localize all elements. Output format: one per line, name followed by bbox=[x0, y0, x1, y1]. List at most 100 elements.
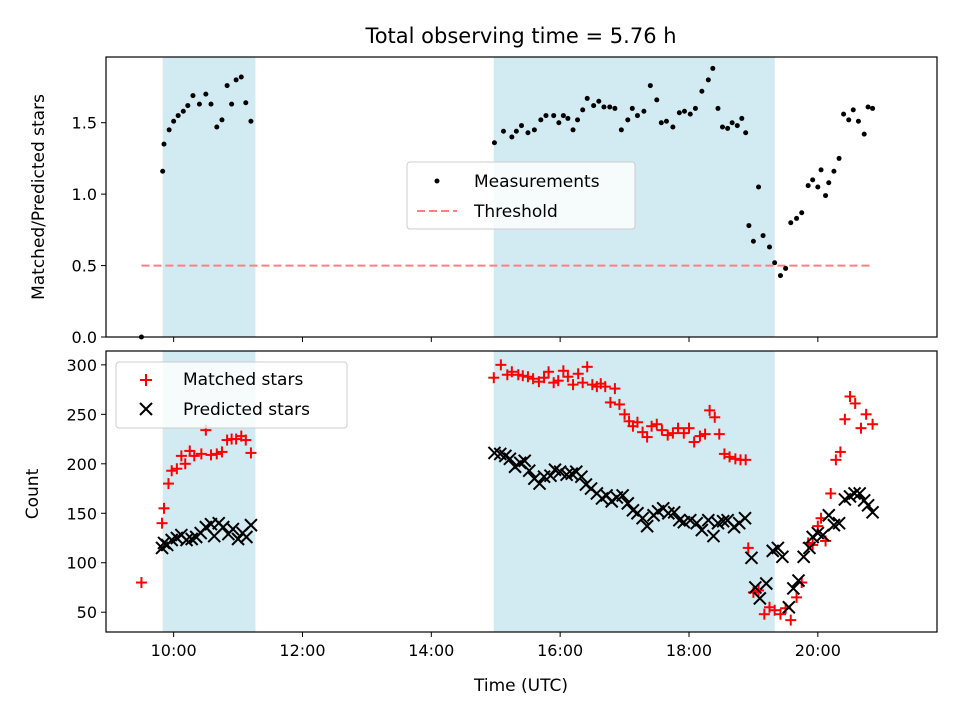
matched-star-point bbox=[488, 372, 500, 384]
predicted-star-point bbox=[559, 467, 574, 482]
predicted-star-point bbox=[672, 513, 687, 527]
measurement-point bbox=[196, 101, 202, 107]
measurement-point bbox=[233, 77, 239, 83]
measurement-point bbox=[565, 115, 571, 121]
measurement-point bbox=[788, 220, 794, 226]
measurement-point bbox=[710, 65, 716, 71]
matched-star-point bbox=[613, 398, 625, 410]
bottom-y-tick-label: 100 bbox=[66, 554, 97, 573]
measurement-point bbox=[634, 113, 640, 119]
measurement-point bbox=[618, 127, 624, 133]
matched-star-point bbox=[769, 604, 781, 616]
predicted-star-point bbox=[847, 486, 862, 501]
chart-title: Total observing time = 5.76 h bbox=[364, 24, 676, 48]
measurement-point bbox=[531, 127, 537, 133]
bottom-panel: 50 100 150 200 250 300 10:00 12:00 14:00 16:00 18… bbox=[23, 350, 938, 696]
measurement-point bbox=[681, 108, 687, 114]
predicted-star-point bbox=[744, 551, 759, 565]
top-panel: 0.0 0.5 1.0 1.5 Matched/Predicted stars Mea… bbox=[29, 56, 938, 347]
legend-label-matched: Matched stars bbox=[183, 370, 303, 390]
matched-star-point bbox=[216, 446, 228, 458]
matched-star-point bbox=[577, 377, 589, 389]
matched-star-point bbox=[699, 428, 711, 440]
measurement-point bbox=[836, 155, 842, 161]
predicted-star-point bbox=[239, 530, 254, 544]
predicted-star-point bbox=[796, 550, 811, 564]
matched-star-point bbox=[135, 577, 147, 589]
matched-star-point bbox=[825, 487, 837, 499]
measurement-point bbox=[229, 101, 235, 107]
top-y-tick-label: 0.5 bbox=[72, 257, 97, 276]
matched-star-point bbox=[758, 608, 770, 620]
matched-star-point bbox=[211, 448, 223, 460]
measurement-point bbox=[841, 111, 847, 117]
matched-star-point bbox=[855, 422, 867, 434]
measurement-point bbox=[243, 100, 249, 106]
measurement-point bbox=[729, 120, 735, 126]
predicted-star-point bbox=[852, 486, 867, 501]
top-plot-frame bbox=[105, 56, 938, 338]
bottom-x-tick-label: 14:00 bbox=[408, 641, 454, 660]
measurement-point bbox=[596, 98, 602, 104]
matched-star-point bbox=[506, 366, 518, 378]
measurement-point bbox=[654, 97, 660, 103]
matched-star-point bbox=[834, 446, 846, 458]
measurement-point bbox=[658, 120, 664, 126]
predicted-star-point bbox=[816, 528, 830, 542]
measurement-point bbox=[556, 120, 562, 126]
measurement-point bbox=[641, 108, 647, 114]
measurement-point bbox=[719, 124, 725, 130]
measurement-point bbox=[670, 124, 676, 130]
measurement-point bbox=[185, 103, 191, 109]
matched-star-point bbox=[166, 465, 178, 477]
measurement-point bbox=[750, 238, 756, 244]
measurement-point bbox=[647, 83, 653, 89]
measurement-point bbox=[214, 124, 220, 130]
matched-star-point bbox=[683, 422, 695, 434]
matched-star-point bbox=[704, 404, 716, 416]
top-x-axis bbox=[173, 337, 819, 342]
predicted-star-point bbox=[861, 498, 875, 513]
measurement-point bbox=[826, 180, 832, 186]
bottom-y-tick-label: 300 bbox=[66, 356, 97, 375]
predicted-star-point bbox=[635, 511, 650, 525]
measurement-point bbox=[538, 117, 544, 123]
matched-star-point bbox=[543, 366, 555, 378]
predicted-star-point bbox=[184, 532, 199, 546]
matched-star-point bbox=[572, 368, 584, 380]
predicted-star-point bbox=[782, 600, 796, 614]
measurement-point bbox=[746, 223, 752, 229]
predicted-star-point bbox=[802, 541, 817, 555]
matched-star-point bbox=[867, 418, 879, 430]
matched-star-point bbox=[724, 451, 736, 463]
top-legend: Measurements Threshold bbox=[406, 161, 636, 230]
predicted-star-point bbox=[179, 533, 194, 547]
measurement-point bbox=[180, 108, 186, 114]
measurement-point bbox=[794, 215, 800, 221]
bottom-y-tick-label: 50 bbox=[77, 603, 97, 622]
matched-star-point bbox=[830, 454, 842, 466]
measurement-point bbox=[629, 105, 635, 111]
matched-star-point bbox=[631, 416, 643, 428]
measurement-point bbox=[743, 130, 749, 136]
top-y-tick-label: 1.5 bbox=[72, 114, 97, 133]
observing-interval-1 bbox=[162, 57, 256, 337]
measurement-point bbox=[705, 77, 711, 83]
bottom-x-axis: 10:00 12:00 14:00 16:00 18:00 20:00 bbox=[151, 632, 841, 660]
predicted-star-point bbox=[832, 516, 846, 530]
matched-star-point bbox=[678, 427, 690, 439]
matched-star-point bbox=[849, 397, 861, 409]
measurement-point bbox=[509, 134, 515, 140]
bottom-y-tick-label: 200 bbox=[66, 455, 97, 474]
matched-star-point bbox=[791, 591, 803, 603]
measurement-point bbox=[699, 88, 705, 94]
measurement-point bbox=[560, 113, 566, 119]
top-y-tick-label: 1.0 bbox=[72, 185, 97, 204]
matched-star-point bbox=[557, 365, 569, 377]
measurements-points bbox=[138, 65, 876, 340]
measurement-point bbox=[846, 117, 852, 123]
legend-label-threshold: Threshold bbox=[473, 202, 558, 222]
bottom-y-tick-label: 250 bbox=[66, 405, 97, 424]
matched-star-point bbox=[581, 361, 593, 373]
observing-interval-2 bbox=[493, 351, 775, 632]
